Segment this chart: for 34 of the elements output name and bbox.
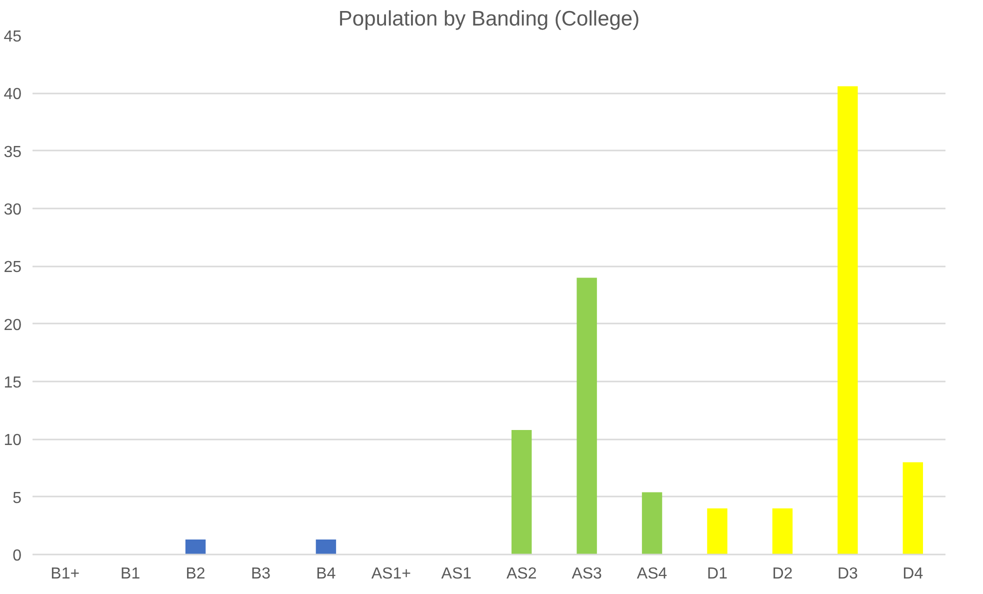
y-tick-label: 40 — [4, 86, 22, 104]
x-tick-label: D1 — [707, 566, 728, 582]
y-tick-label: 15 — [4, 374, 22, 392]
y-tick-label: 5 — [12, 490, 22, 507]
chart-title: Population by Banding (College) — [338, 8, 640, 30]
y-tick-label: 0 — [12, 548, 22, 564]
x-tick-label: AS4 — [636, 566, 668, 582]
x-tick-label: AS1+ — [371, 566, 411, 582]
y-tick-label: 10 — [4, 432, 22, 450]
x-tick-label: B1 — [120, 566, 140, 582]
x-tick-label: B4 — [316, 566, 336, 582]
y-tick-label: 30 — [4, 202, 22, 218]
bar — [316, 540, 336, 554]
bar — [642, 492, 662, 554]
x-tick-label: B3 — [250, 566, 271, 582]
x-tick-label: AS2 — [506, 566, 537, 582]
y-tick-label: 25 — [4, 259, 22, 276]
x-tick-label: D4 — [902, 566, 924, 582]
bar — [576, 278, 597, 554]
x-tick-label: B1+ — [50, 566, 80, 582]
bar — [902, 462, 923, 554]
y-tick-label: 45 — [4, 28, 22, 46]
bar — [838, 86, 858, 554]
bar — [512, 430, 532, 554]
x-tick-label: AS3 — [572, 566, 602, 582]
x-tick-label: AS1 — [441, 566, 472, 582]
x-tick-label: D3 — [837, 566, 858, 582]
bar — [707, 508, 728, 554]
x-tick-label: B2 — [186, 566, 206, 582]
x-tick-label: D2 — [772, 566, 793, 582]
y-tick-label: 20 — [4, 316, 22, 334]
y-tick-label: 35 — [4, 144, 22, 161]
bar — [772, 508, 793, 554]
bar — [185, 540, 206, 554]
